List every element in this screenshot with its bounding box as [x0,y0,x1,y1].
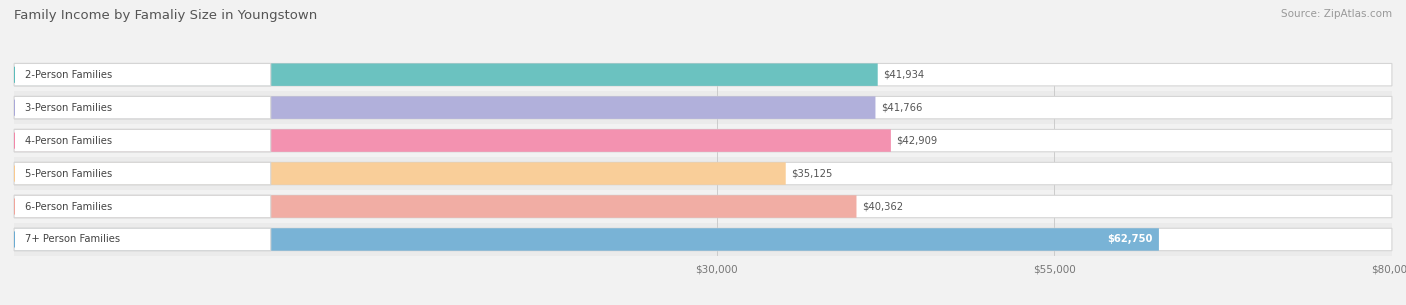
FancyBboxPatch shape [14,223,1392,256]
Text: 2-Person Families: 2-Person Families [25,70,112,80]
FancyBboxPatch shape [14,157,1392,190]
Text: 7+ Person Families: 7+ Person Families [25,235,120,245]
FancyBboxPatch shape [14,63,877,86]
FancyBboxPatch shape [14,195,271,218]
FancyBboxPatch shape [14,228,1159,251]
FancyBboxPatch shape [14,190,1392,223]
FancyBboxPatch shape [14,162,271,185]
Text: $35,125: $35,125 [792,169,832,178]
Text: $41,766: $41,766 [880,103,922,113]
FancyBboxPatch shape [14,96,876,119]
FancyBboxPatch shape [14,162,786,185]
FancyBboxPatch shape [14,195,856,218]
FancyBboxPatch shape [14,124,1392,157]
FancyBboxPatch shape [14,96,271,119]
FancyBboxPatch shape [14,58,1392,91]
Text: 3-Person Families: 3-Person Families [25,103,112,113]
FancyBboxPatch shape [14,129,271,152]
FancyBboxPatch shape [14,129,891,152]
FancyBboxPatch shape [14,96,1392,119]
Text: Family Income by Famaliy Size in Youngstown: Family Income by Famaliy Size in Youngst… [14,9,318,22]
FancyBboxPatch shape [14,91,1392,124]
Text: $62,750: $62,750 [1107,235,1152,245]
FancyBboxPatch shape [14,63,271,86]
Text: $40,362: $40,362 [862,202,903,211]
Text: $42,909: $42,909 [896,136,938,145]
Text: 4-Person Families: 4-Person Families [25,136,112,145]
Text: 6-Person Families: 6-Person Families [25,202,112,211]
FancyBboxPatch shape [14,162,1392,185]
FancyBboxPatch shape [14,228,271,251]
FancyBboxPatch shape [14,195,1392,218]
FancyBboxPatch shape [14,228,1392,251]
FancyBboxPatch shape [14,63,1392,86]
Text: $41,934: $41,934 [883,70,924,80]
Text: 5-Person Families: 5-Person Families [25,169,112,178]
Text: Source: ZipAtlas.com: Source: ZipAtlas.com [1281,9,1392,19]
FancyBboxPatch shape [14,129,1392,152]
